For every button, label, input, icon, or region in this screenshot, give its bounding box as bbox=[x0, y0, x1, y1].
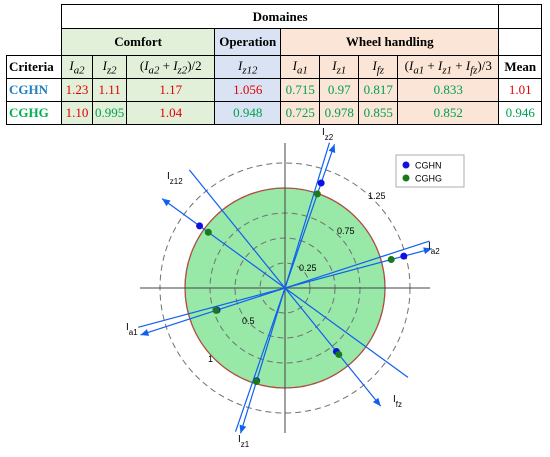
axis-label: Iz2 bbox=[322, 127, 334, 142]
axis-label: Ia1 bbox=[126, 322, 138, 337]
cghn-ifz: 0.817 bbox=[358, 78, 399, 102]
criteria-label: Criteria bbox=[6, 55, 62, 79]
col-wheel-avg: (Ia1 + Iz1 + Ifz)/3 bbox=[397, 55, 500, 79]
domaines-header: Domaines bbox=[60, 4, 500, 29]
col-ifz-sub: fz bbox=[376, 64, 385, 77]
data-point-cghn bbox=[196, 222, 204, 230]
criterion-axis-line bbox=[161, 198, 409, 378]
data-point-cghg bbox=[212, 306, 220, 314]
data-point-cghg bbox=[387, 256, 395, 264]
row-cghg-name: CGHG bbox=[6, 101, 62, 125]
col-iz2: Iz2 bbox=[91, 55, 128, 79]
cghg-ia2: 1.10 bbox=[61, 101, 93, 125]
col-ia2: Ia2 bbox=[61, 55, 93, 79]
legend-marker-cghn bbox=[402, 161, 410, 169]
data-point-cghn bbox=[317, 179, 325, 187]
row-cghn-name: CGHN bbox=[6, 78, 62, 102]
t-ifz: I bbox=[465, 57, 471, 73]
col-iz1-sub: z1 bbox=[336, 64, 347, 77]
axis-label: Ifz bbox=[393, 394, 402, 409]
legend-marker-cghg bbox=[402, 174, 410, 182]
t-ia2-sub: a2 bbox=[148, 64, 160, 77]
t-ia1: I bbox=[408, 57, 414, 73]
t-ifz-sub: fz bbox=[470, 64, 478, 77]
ring-label: 0.75 bbox=[337, 226, 355, 236]
axis-label: Iz1 bbox=[238, 434, 250, 449]
t-ia2: I bbox=[144, 57, 149, 73]
legend-box bbox=[395, 154, 465, 188]
cghg-iz12: 0.948 bbox=[214, 101, 282, 125]
cghg-wheel-avg: 0.852 bbox=[397, 101, 500, 125]
results-table: Domaines Comfort Operation Wheel handlin… bbox=[6, 4, 543, 125]
cghg-ia1: 0.725 bbox=[280, 101, 321, 125]
data-point-cghn bbox=[400, 252, 408, 260]
cghg-mean: 0.946 bbox=[498, 101, 543, 125]
col-ifz: Ifz bbox=[358, 55, 399, 79]
cghn-iz1: 0.97 bbox=[319, 78, 360, 102]
legend-label-cghg: CGHG bbox=[415, 174, 442, 184]
cghn-comfort-avg: 1.17 bbox=[126, 78, 216, 102]
axis-label: Iz12 bbox=[167, 171, 183, 186]
data-point-cghg bbox=[335, 350, 343, 358]
col-iz12-sub: z12 bbox=[242, 64, 258, 77]
data-point-cghg bbox=[313, 190, 321, 198]
col-iz2-sub: z2 bbox=[106, 64, 117, 77]
comfort-header: Comfort bbox=[60, 28, 216, 56]
axis-arrowhead bbox=[372, 397, 381, 407]
mean-label: Mean bbox=[498, 55, 543, 79]
ring-label: 0.5 bbox=[242, 316, 255, 326]
t-iz2-sub: z2 bbox=[177, 64, 188, 77]
wheel-handling-header: Wheel handling bbox=[280, 28, 500, 56]
col-ia2-sub: a2 bbox=[73, 64, 85, 77]
axis-arrowhead bbox=[328, 144, 336, 153]
header-corner-right bbox=[498, 4, 543, 29]
t-iz1: I bbox=[438, 57, 443, 73]
cghg-iz2: 0.995 bbox=[91, 101, 128, 125]
cghn-mean: 1.01 bbox=[498, 78, 543, 102]
ring-label: 1 bbox=[208, 354, 213, 364]
legend-label-cghn: CGHN bbox=[415, 161, 442, 171]
col-ia1: Ia1 bbox=[280, 55, 321, 79]
axis-arrowhead bbox=[239, 424, 247, 434]
ring-label: 0.25 bbox=[299, 263, 317, 273]
t-ia1-sub: a1 bbox=[413, 64, 425, 77]
col-iz12: Iz12 bbox=[214, 55, 282, 79]
axis-label: Ia2 bbox=[428, 241, 440, 256]
axis-arrowhead bbox=[140, 329, 150, 336]
cghg-iz1: 0.978 bbox=[319, 101, 360, 125]
data-point-cghg bbox=[252, 378, 260, 386]
ring-label: 1.25 bbox=[368, 191, 386, 201]
header-empty bbox=[498, 28, 543, 56]
t-iz2: I bbox=[173, 57, 178, 73]
cghn-iz12: 1.056 bbox=[214, 78, 282, 102]
data-point-cghg bbox=[204, 228, 212, 236]
t-iz1-sub: z1 bbox=[442, 64, 452, 77]
cghg-comfort-avg: 1.04 bbox=[126, 101, 216, 125]
col-ia1-sub: a1 bbox=[297, 64, 308, 77]
cghg-ifz: 0.855 bbox=[358, 101, 399, 125]
col-comfort-avg: (Ia2 + Iz2)/2 bbox=[126, 55, 216, 79]
axis-arrowhead bbox=[423, 247, 432, 255]
axis-arrowhead bbox=[162, 198, 171, 207]
